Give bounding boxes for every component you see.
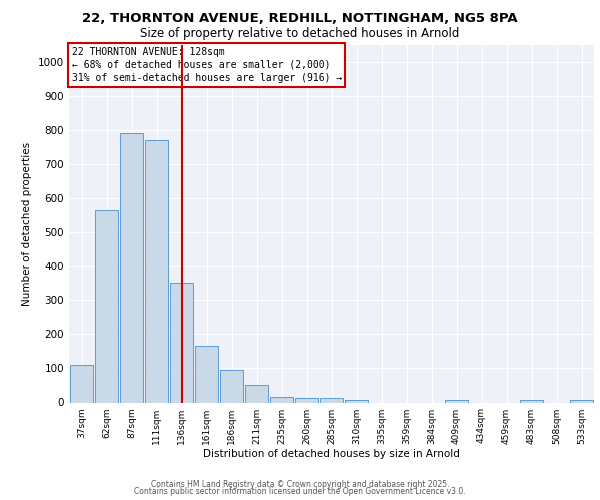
Bar <box>195 346 218 403</box>
Bar <box>245 386 268 402</box>
Text: Contains HM Land Registry data © Crown copyright and database right 2025.: Contains HM Land Registry data © Crown c… <box>151 480 449 489</box>
Bar <box>295 398 318 402</box>
Bar <box>220 370 243 402</box>
X-axis label: Distribution of detached houses by size in Arnold: Distribution of detached houses by size … <box>203 450 460 460</box>
Bar <box>320 398 343 402</box>
Bar <box>145 140 168 402</box>
Bar <box>570 400 593 402</box>
Bar <box>345 400 368 402</box>
Bar <box>520 400 543 402</box>
Text: Size of property relative to detached houses in Arnold: Size of property relative to detached ho… <box>140 28 460 40</box>
Bar <box>95 210 118 402</box>
Bar <box>120 132 143 402</box>
Bar <box>270 396 293 402</box>
Bar <box>70 365 93 403</box>
Text: 22 THORNTON AVENUE: 128sqm
← 68% of detached houses are smaller (2,000)
31% of s: 22 THORNTON AVENUE: 128sqm ← 68% of deta… <box>71 47 342 83</box>
Y-axis label: Number of detached properties: Number of detached properties <box>22 142 32 306</box>
Bar <box>170 284 193 403</box>
Bar <box>445 400 468 402</box>
Text: Contains public sector information licensed under the Open Government Licence v3: Contains public sector information licen… <box>134 487 466 496</box>
Text: 22, THORNTON AVENUE, REDHILL, NOTTINGHAM, NG5 8PA: 22, THORNTON AVENUE, REDHILL, NOTTINGHAM… <box>82 12 518 26</box>
